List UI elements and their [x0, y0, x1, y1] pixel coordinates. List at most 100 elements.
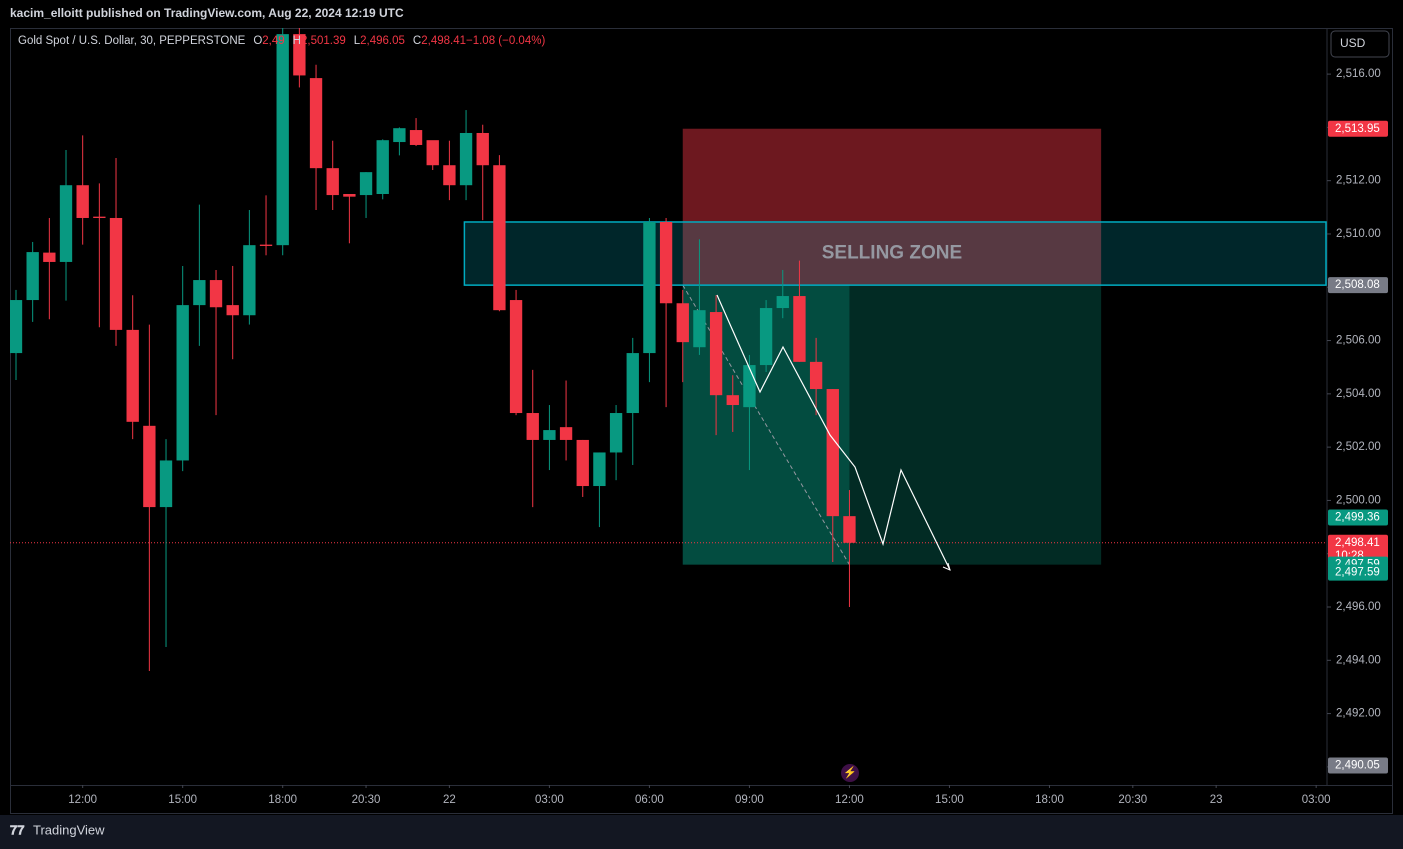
- candle-body: [743, 365, 756, 408]
- y-tick-label: 2,512.00: [1336, 175, 1381, 187]
- x-tick-label: 12:00: [835, 794, 864, 806]
- logo-mark: 𝟕𝟕: [10, 822, 25, 837]
- candle-body: [559, 427, 573, 440]
- candle-body: [493, 165, 506, 311]
- price-label: 2,513.95: [1335, 123, 1380, 135]
- x-tick-label: 18:00: [268, 794, 297, 806]
- price-label: 2,490.05: [1335, 760, 1380, 772]
- y-tick-label: 2,504.00: [1336, 388, 1381, 400]
- candle-body: [359, 172, 373, 196]
- legend: Gold Spot / U.S. Dollar, 30, PEPPERSTONE…: [18, 35, 545, 47]
- legend-value: 2,501.39: [301, 35, 346, 47]
- candle-body: [59, 185, 73, 262]
- candle-body: [93, 216, 106, 218]
- entry-to-now: [682, 284, 850, 565]
- arrow-head: [942, 562, 951, 571]
- candle-body: [659, 221, 673, 304]
- candle-body: [326, 168, 339, 196]
- candle-body: [726, 395, 739, 406]
- candle-body: [393, 128, 406, 143]
- currency[interactable]: USD: [1340, 36, 1366, 50]
- legend-title: Gold Spot / U.S. Dollar, 30, PEPPERSTONE: [18, 35, 246, 47]
- candle-body: [476, 132, 489, 166]
- y-tick-label: 2,494.00: [1336, 654, 1381, 666]
- candle-body: [526, 413, 539, 440]
- frame: [10, 28, 1393, 814]
- legend-value: 2,49: [262, 35, 284, 47]
- candle-body: [843, 516, 856, 543]
- alert-icon[interactable]: [841, 764, 859, 782]
- legend-key: O: [253, 35, 262, 47]
- candle-body: [609, 413, 623, 453]
- candle-body: [209, 280, 223, 308]
- price-label: 2,499.36: [1335, 512, 1380, 524]
- candle-body: [293, 34, 306, 76]
- candle-body: [43, 252, 56, 262]
- x-tick-label: 20:30: [1118, 794, 1147, 806]
- target-area: [682, 285, 1102, 565]
- x-tick-label: 12:00: [68, 794, 97, 806]
- candle-body: [793, 296, 806, 362]
- price-label-box: [1328, 120, 1388, 137]
- x-tick-label: 03:00: [535, 794, 564, 806]
- candle-body: [459, 132, 473, 186]
- candle-body: [576, 439, 589, 487]
- candle-body: [443, 165, 456, 186]
- candle-body: [26, 252, 39, 301]
- candle-body: [626, 353, 639, 414]
- candle-body: [243, 245, 256, 316]
- y-tick-label: 2,510.00: [1336, 228, 1381, 240]
- candle-body: [176, 305, 189, 461]
- plot-area: SELLING ZONE: [10, 28, 1327, 671]
- legend-value: 2,496.05: [360, 35, 405, 47]
- currency-button[interactable]: [1330, 30, 1390, 58]
- candle-body: [809, 361, 823, 390]
- footer-bar: [0, 815, 1403, 849]
- x-tick-label: 03:00: [1302, 794, 1331, 806]
- price-label-box: [1328, 509, 1388, 526]
- candle-body: [426, 140, 439, 166]
- candle-body: [376, 140, 389, 195]
- candle-body: [10, 300, 23, 354]
- candle-body: [109, 217, 123, 330]
- price-label-box: [1328, 564, 1388, 581]
- y-tick-label: 2,492.00: [1336, 708, 1381, 720]
- candle-body: [593, 452, 606, 487]
- price-label: 2,497.59: [1335, 567, 1380, 579]
- x-tick-label: 18:00: [1035, 794, 1064, 806]
- candle-body: [226, 305, 239, 316]
- drawings: ⚡: [716, 294, 951, 782]
- candle-body: [343, 194, 356, 197]
- candle-body: [276, 34, 289, 246]
- price-label-box: [1328, 277, 1388, 294]
- alert-bolt[interactable]: ⚡: [843, 766, 857, 779]
- price-label: 2,508.08: [1335, 279, 1380, 291]
- x-tick-label: 23: [1210, 794, 1223, 806]
- y-tick-label: 2,496.00: [1336, 601, 1381, 613]
- candle-body: [159, 460, 173, 508]
- y-tick-label: 2,502.00: [1336, 441, 1381, 453]
- candle-body: [643, 221, 656, 354]
- selling-zone: [463, 221, 1327, 286]
- publisher: kacim_elloitt published on TradingView.c…: [10, 6, 404, 20]
- x-tick-label: 15:00: [935, 794, 964, 806]
- candle-body: [259, 244, 273, 246]
- x-tick-label: 22: [443, 794, 456, 806]
- candle-body: [76, 185, 89, 218]
- candle-body: [776, 296, 789, 309]
- x-tick-label: 15:00: [168, 794, 197, 806]
- candle-body: [409, 130, 423, 145]
- legend-key: L: [354, 35, 361, 47]
- y-tick-label: 2,506.00: [1336, 335, 1381, 347]
- candle-body: [543, 430, 556, 440]
- candle-body: [826, 389, 839, 517]
- candle-body: [143, 425, 156, 508]
- x-tick-label: 20:30: [352, 794, 381, 806]
- candle-body: [509, 300, 523, 414]
- candle-body: [309, 78, 323, 169]
- legend-key: C: [413, 35, 421, 47]
- candle-body: [693, 310, 706, 348]
- projection-path: [716, 294, 951, 571]
